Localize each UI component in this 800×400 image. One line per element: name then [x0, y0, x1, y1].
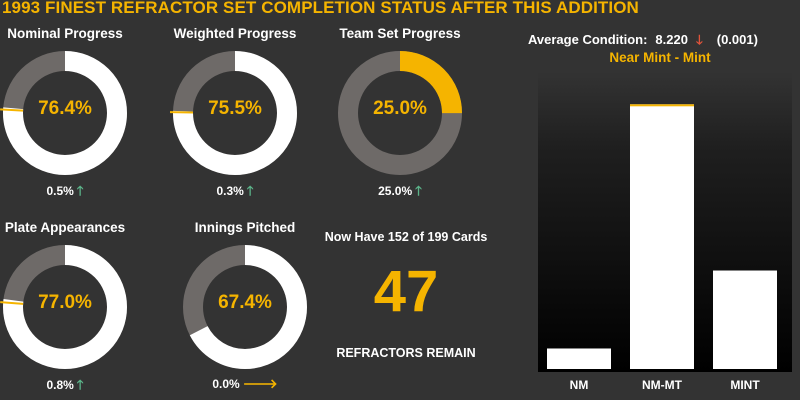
donut-ring: [183, 245, 307, 369]
donut-progress-arc: [338, 51, 462, 175]
delta-indicator: 0.8% 🡑: [0, 376, 130, 398]
average-condition: Average Condition: 8.220 🡓 (0.001): [528, 31, 758, 53]
donut-percent: 77.0%: [38, 292, 92, 313]
bar-mint: [713, 270, 777, 369]
donut-label: Team Set Progress: [339, 26, 461, 41]
delta-value: 0.5%: [46, 184, 74, 198]
bar-nm: [547, 348, 611, 369]
delta-indicator: 25.0% 🡑: [335, 182, 465, 204]
right-arrow-icon: 🡒: [242, 376, 278, 391]
condition-bar-chart: NM NM-MT MINT: [538, 72, 792, 392]
up-arrow-icon: 🡑: [415, 183, 422, 198]
donut-progress-arc: [183, 245, 307, 369]
up-arrow-icon: 🡑: [76, 183, 84, 198]
donut-team-set-progress: Team Set Progress 25.0% 25.0% 🡑: [335, 26, 465, 206]
donut-ring: [0, 51, 127, 175]
x-tick-label: MINT: [730, 378, 760, 392]
cards-owned-text: Now Have 152 of 199 Cards: [324, 230, 488, 244]
donut-percent: 25.0%: [373, 98, 427, 119]
donut-percent: 67.4%: [218, 292, 272, 313]
up-arrow-icon: 🡑: [246, 183, 254, 198]
page-title: 1993 FINEST REFRACTOR SET COMPLETION STA…: [2, 0, 639, 17]
donut-label: Plate Appearances: [4, 220, 126, 235]
x-tick-label: NM: [570, 378, 589, 392]
condition-grade: Near Mint - Mint: [609, 50, 711, 65]
remaining-label: REFRACTORS REMAIN: [336, 346, 476, 360]
delta-value: 0.8%: [46, 378, 74, 392]
donut-label: Weighted Progress: [173, 26, 297, 41]
delta-value: 0.0%: [212, 377, 240, 391]
x-tick-label: NM-MT: [642, 378, 683, 392]
donut-ring: [0, 245, 127, 369]
donut-progress-arc: [3, 51, 127, 175]
delta-indicator: 0.3% 🡑: [170, 182, 300, 204]
down-arrow-icon: 🡓: [695, 32, 703, 47]
donut-plate-appearances: Plate Appearances 77.0% 0.8% 🡑: [0, 220, 130, 400]
donut-innings-pitched: Innings Pitched 67.4% 0.0% 🡒: [180, 220, 310, 400]
delta-indicator: 0.0% 🡒: [180, 376, 310, 392]
up-arrow-icon: 🡑: [76, 377, 84, 392]
bar-highlight-marker: [630, 104, 694, 107]
previous-progress-marker: [0, 301, 24, 305]
previous-progress-marker: [0, 108, 24, 112]
donut-weighted-progress: Weighted Progress 75.5% 0.3% 🡑: [170, 26, 300, 206]
donut-ring: [338, 51, 462, 175]
donut-percent: 76.4%: [38, 98, 92, 119]
donut-nominal-progress: Nominal Progress 76.4% 0.5% 🡑: [0, 26, 130, 206]
average-condition-change: (0.001): [716, 32, 758, 47]
donut-ring: [170, 51, 297, 175]
donut-progress-arc: [3, 245, 127, 369]
average-condition-label: Average Condition:: [528, 32, 648, 47]
donut-percent: 75.5%: [208, 98, 262, 119]
delta-value: 0.3%: [216, 184, 244, 198]
bar-nm-mt: [630, 104, 694, 370]
delta-indicator: 0.5% 🡑: [0, 182, 130, 204]
donut-label: Innings Pitched: [194, 220, 296, 235]
average-condition-value: 8.220: [655, 32, 688, 47]
delta-value: 25.0%: [378, 184, 413, 198]
donut-label: Nominal Progress: [7, 26, 123, 41]
remaining-count: 47: [373, 259, 439, 324]
axis-label-band: [538, 372, 792, 392]
